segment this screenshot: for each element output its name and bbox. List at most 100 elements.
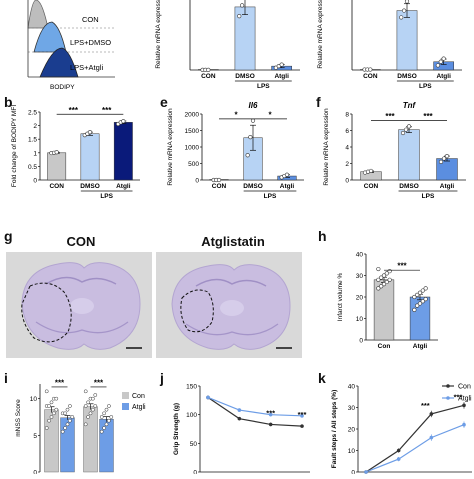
infarct-outline-atgli: [180, 289, 214, 333]
point-2-2: [441, 56, 446, 61]
y-tick-label-0: 0: [359, 338, 363, 345]
sig-label-0: ***: [385, 112, 395, 121]
sig-label-0: ***: [69, 106, 79, 115]
y-tick-label-4: 2000: [185, 112, 200, 119]
point-Atgli-3: [300, 414, 304, 418]
point-0-0-2: [49, 415, 54, 419]
point-0-1-9: [93, 393, 98, 397]
y-tick-label-2: 10: [30, 396, 38, 403]
x-tick-label-0: Con: [378, 343, 391, 350]
point-Con-3: [300, 424, 304, 428]
point-0-0: [376, 286, 381, 291]
panel-f: 0 2 4 6 8 Relative mRNA expression Tnf CON DMSO A…: [316, 100, 474, 218]
x-tick-label-1: DMSO: [243, 183, 263, 190]
panel-j: 0 50 100 150 Grip Strength (g) *** ***: [160, 372, 316, 477]
point-0-3: [384, 279, 389, 285]
bar-0: [47, 152, 67, 181]
point-0-1-0: [83, 422, 88, 427]
point-0-7: [381, 273, 387, 278]
point-0-4: [387, 277, 392, 282]
y-tick-label-4: 40: [348, 384, 356, 391]
y-tick-label-0: 0: [195, 178, 199, 185]
point-Con-1: [237, 416, 242, 421]
point-0-0-6: [47, 404, 51, 408]
point-1-5: [412, 294, 417, 300]
group-label: LPS: [257, 83, 270, 90]
bar-2: [113, 122, 133, 181]
point-2-1: [438, 59, 443, 64]
point-1-1: [402, 8, 407, 13]
x-tick-label-1: DMSO: [80, 183, 100, 190]
x-tick-label-1: DMSO: [397, 73, 417, 80]
sig-label-0: ***: [421, 401, 430, 410]
panel-f-letter: f: [316, 94, 321, 110]
panel-k-chart: 0 10 20 30 40 Fault steps / All steps (%) *** *…: [331, 384, 472, 477]
point-1-2: [404, 0, 410, 4]
point-0-2: [368, 67, 373, 72]
histogram-atgli: [39, 47, 79, 78]
y-tick-label-3: 150: [186, 384, 197, 391]
point-1-3: [420, 299, 425, 304]
bar-1: [80, 133, 100, 181]
sig-label-0: ***: [266, 409, 275, 418]
y-axis-label: Grip Strength (g): [173, 403, 180, 455]
point-Atgli-1: [237, 408, 242, 412]
y-tick-label-2: 1: [33, 150, 37, 157]
x-axis-label: BODIPY: [50, 84, 75, 91]
point-1-1-5: [99, 415, 104, 419]
panel-g-letter: g: [4, 228, 13, 244]
panel-d: Relative mRNA expression CON DMSO Atgli LPS: [312, 0, 474, 92]
panel-e: 0 500 1000 1500 2000 Relative mRNA expression…: [158, 100, 312, 218]
sig-label-1: ***: [298, 410, 307, 419]
panel-b: 0 0.5 1 1.5 2 2.5 Fold change of BODIPY MFI CON…: [0, 100, 150, 218]
legend-swatch-0: [122, 392, 129, 399]
y-tick-label-1: 5: [33, 433, 37, 440]
x-tick-label-2: Atgli: [436, 73, 451, 80]
point-1-0-3: [68, 418, 72, 423]
x-tick-label-0: CON: [364, 183, 379, 190]
y-axis-label: mNSS Score: [15, 399, 22, 437]
point-0-0-4: [54, 407, 59, 412]
y-tick-label-5: 2.5: [28, 110, 37, 117]
point-0-0-1: [47, 418, 51, 423]
y-axis-label: Infarct volume %: [337, 273, 344, 322]
point-0-10: [376, 266, 381, 272]
bar-Con-0: [44, 409, 59, 473]
point-1-0: [412, 307, 417, 312]
point-0-1-10: [83, 389, 88, 394]
y-tick-label-1: 0.5: [28, 164, 37, 171]
legend-lps-dmso: LPS+DMSO: [70, 38, 111, 47]
legend-marker-0: [446, 384, 450, 388]
x-tick-label-1: DMSO: [399, 183, 419, 190]
point-0-1-5: [83, 404, 88, 408]
y-axis-label: Relative mRNA expression: [167, 108, 174, 186]
chart-title: Tnf: [403, 101, 417, 110]
point-1-0-8: [68, 404, 72, 408]
histogram-dmso: [33, 21, 67, 53]
y-axis-label: Relative mRNA expression: [155, 0, 162, 69]
legend-marker-1: [446, 396, 450, 400]
x-tick-label-0: CON: [363, 73, 378, 80]
legend-label-0: Con: [458, 384, 471, 391]
group-label: LPS: [419, 83, 432, 90]
point-1-1-1: [102, 426, 106, 430]
point-Atgli-2: [429, 435, 434, 440]
point-1-9: [423, 286, 428, 291]
panel-i-letter: i: [4, 370, 8, 386]
sig-label-0: ***: [397, 262, 407, 271]
point-0-1-6: [86, 400, 90, 405]
bar-Atgli-1: [99, 419, 114, 473]
y-tick-label-3: 30: [356, 273, 364, 280]
point-Con-2: [268, 422, 273, 427]
point-2-0: [438, 159, 444, 164]
y-tick-label-0: 0: [193, 470, 197, 475]
panel-c-chart: Relative mRNA expression CON DMSO Atgli LPS: [155, 0, 300, 90]
sig-label-1: ***: [454, 392, 463, 401]
point-1-8: [420, 288, 425, 293]
panel-g-title-con: CON: [66, 234, 96, 249]
brain-atgli-image: [156, 252, 302, 358]
x-tick-label-0: CON: [49, 183, 64, 190]
point-1-1: [403, 127, 409, 132]
line-Con: [207, 396, 303, 427]
panel-h: 0 10 20 30 40 Infarct volume % Con Atgli ***: [318, 238, 474, 362]
